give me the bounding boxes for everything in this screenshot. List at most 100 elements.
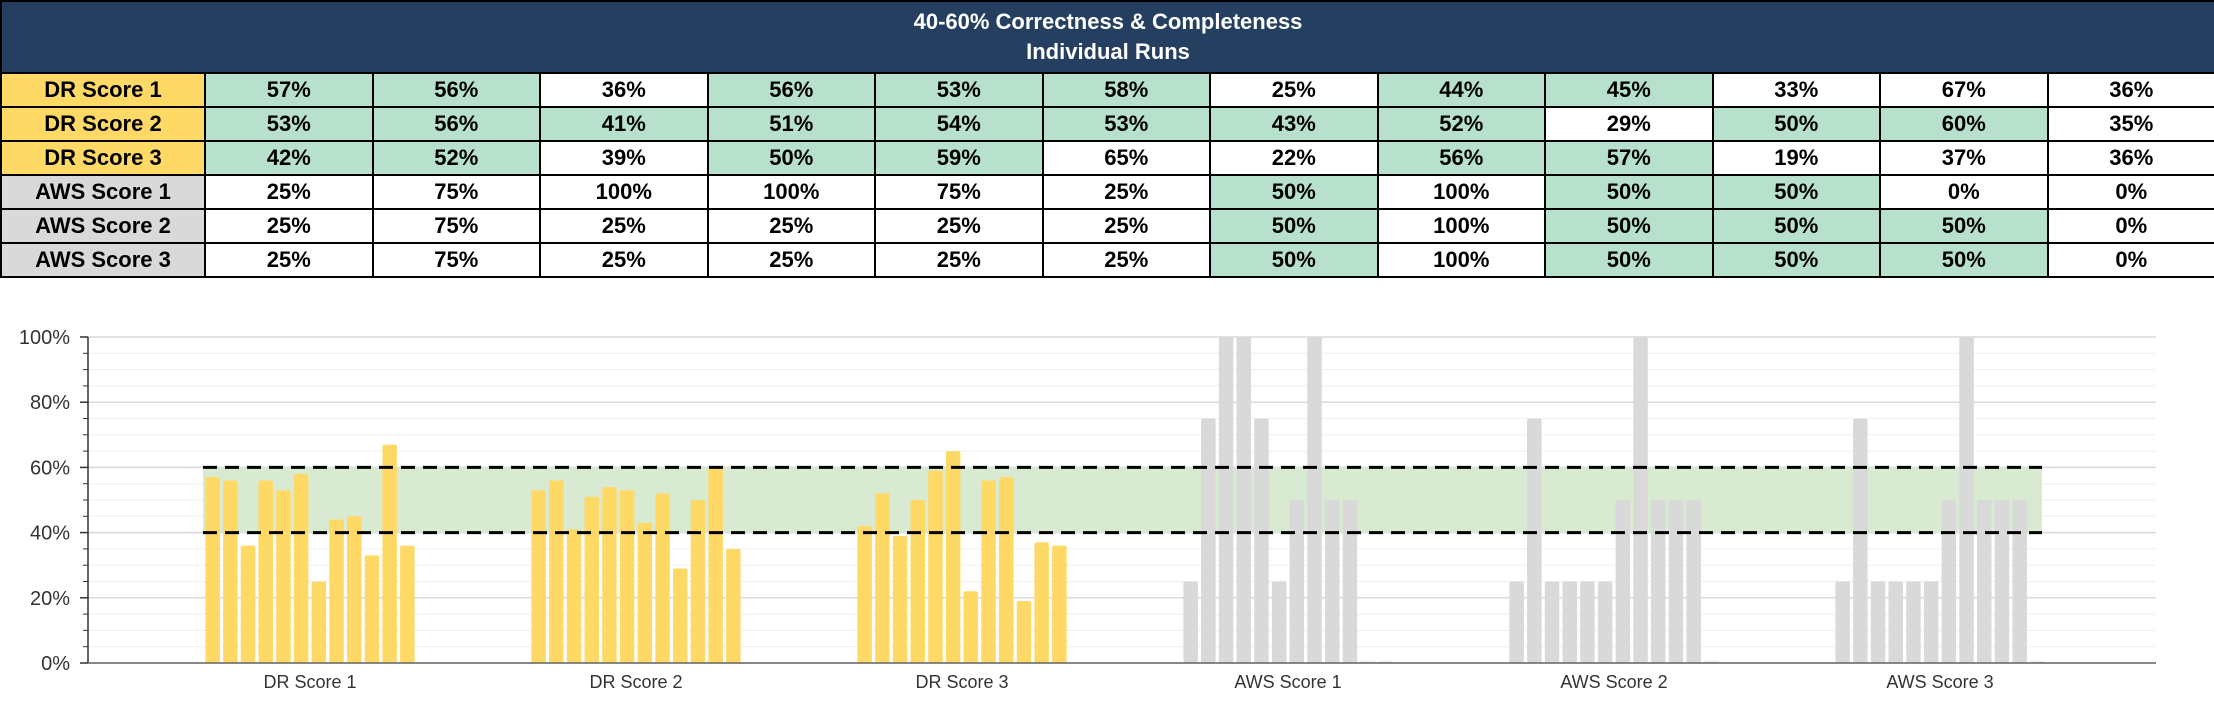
x-category-label: AWS Score 1 — [1234, 672, 1341, 692]
x-category-label: AWS Score 3 — [1886, 672, 1993, 692]
bar — [1218, 337, 1234, 663]
score-cell: 59% — [874, 140, 1044, 176]
bar — [1668, 500, 1684, 663]
score-cell: 54% — [874, 106, 1044, 142]
bar — [293, 473, 309, 663]
table-body: DR Score 1 57% 56% 36% 56% 53% 58% 25% 44% 45% 33%… — [0, 72, 2214, 278]
table-row: DR Score 3 42% 52% 39% 50% 59% 65% 22% 56% 57% 19%… — [0, 140, 2214, 176]
bar-chart: 0% 20% 40% 60% 80% 100% DR Score 1 DR Score 2 DR… — [19, 327, 2156, 692]
bar — [584, 496, 599, 663]
table-title-line1: 40-60% Correctness & Completeness — [913, 9, 1303, 34]
bar — [311, 581, 327, 663]
score-cell: 43% — [1209, 106, 1379, 142]
table-row: AWS Score 1 25% 75% 100% 100% 75% 25% 50% 100% 50… — [0, 174, 2214, 210]
score-cell: 100% — [706, 174, 876, 210]
table-header-row: 40-60% Correctness & Completeness Indivi… — [0, 0, 2214, 74]
score-cell: 33% — [1711, 72, 1881, 108]
table-row: DR Score 1 57% 56% 36% 56% 53% 58% 25% 44% 45% 33%… — [0, 72, 2214, 108]
bar — [2012, 500, 2027, 663]
score-cell: 50% — [1544, 242, 1714, 278]
score-cell: 100% — [539, 174, 709, 210]
bar — [1686, 500, 1701, 663]
x-category-label: DR Score 3 — [915, 672, 1008, 692]
row-label: DR Score 3 — [0, 140, 206, 176]
bar — [726, 548, 741, 663]
score-cell: 56% — [1376, 140, 1546, 176]
score-cell: 50% — [706, 140, 876, 176]
bar — [602, 486, 617, 663]
bar — [400, 545, 415, 663]
bar — [240, 545, 256, 663]
score-cell: 58% — [1041, 72, 1211, 108]
score-cell: 50% — [1544, 174, 1714, 210]
score-cell: 75% — [371, 208, 541, 244]
score-cell: 37% — [1879, 140, 2049, 176]
table-row: DR Score 2 53% 56% 41% 51% 54% 53% 43% 52% 29% 50%… — [0, 106, 2214, 142]
bar — [531, 490, 546, 663]
score-cell: 53% — [874, 72, 1044, 108]
score-cell: 25% — [1041, 242, 1211, 278]
bar — [928, 470, 943, 663]
score-cell: 75% — [371, 242, 541, 278]
score-cell: 65% — [1041, 140, 1211, 176]
bar — [258, 480, 273, 663]
x-category-label: DR Score 1 — [263, 672, 356, 692]
bar — [1888, 581, 1903, 663]
bar — [875, 493, 890, 663]
bar — [1236, 337, 1251, 663]
score-cell: 25% — [706, 242, 876, 278]
bar — [1580, 581, 1595, 663]
score-cell: 50% — [1711, 106, 1881, 142]
row-label: AWS Score 1 — [0, 174, 206, 210]
score-cell: 50% — [1879, 208, 2049, 244]
bar — [1597, 581, 1613, 663]
bar — [1201, 418, 1216, 663]
score-cell: 0% — [2046, 208, 2214, 244]
score-cell: 36% — [539, 72, 709, 108]
score-cell: 25% — [539, 242, 709, 278]
y-tick-label: 0% — [41, 653, 70, 675]
score-cell: 35% — [2046, 106, 2214, 142]
bar — [549, 480, 564, 663]
bar — [1016, 601, 1032, 663]
score-cell: 56% — [706, 72, 876, 108]
bar — [690, 500, 706, 663]
score-cell: 67% — [1879, 72, 2049, 108]
score-cell: 22% — [1209, 140, 1379, 176]
bar — [347, 516, 362, 663]
bar — [276, 490, 291, 663]
score-cell: 50% — [1879, 242, 2049, 278]
score-cell: 50% — [1711, 208, 1881, 244]
bar — [205, 477, 220, 663]
score-cell: 25% — [874, 242, 1044, 278]
score-cell: 25% — [1041, 208, 1211, 244]
score-cell: 25% — [204, 174, 374, 210]
score-cell: 36% — [2046, 72, 2214, 108]
bar — [1034, 542, 1049, 663]
row-label: AWS Score 2 — [0, 208, 206, 244]
table-title-line2: Individual Runs — [1026, 39, 1190, 64]
bar — [1853, 418, 1868, 663]
x-category-label: DR Score 2 — [589, 672, 682, 692]
bar — [364, 555, 380, 663]
bar — [1651, 500, 1666, 663]
score-cell: 51% — [706, 106, 876, 142]
bar — [1183, 581, 1198, 663]
row-label: DR Score 2 — [0, 106, 206, 142]
bar — [1509, 581, 1524, 663]
score-cell: 50% — [1209, 174, 1379, 210]
row-label: AWS Score 3 — [0, 242, 206, 278]
bar — [1994, 500, 2010, 663]
bar — [1633, 337, 1648, 663]
score-cell: 100% — [1376, 242, 1546, 278]
bar — [857, 526, 872, 663]
score-cell: 44% — [1376, 72, 1546, 108]
bar — [1941, 500, 1957, 663]
score-cell: 57% — [1544, 140, 1714, 176]
score-cell: 50% — [1209, 208, 1379, 244]
y-tick-label: 80% — [30, 392, 70, 414]
score-cell: 57% — [204, 72, 374, 108]
score-cell: 45% — [1544, 72, 1714, 108]
score-cell: 52% — [1376, 106, 1546, 142]
